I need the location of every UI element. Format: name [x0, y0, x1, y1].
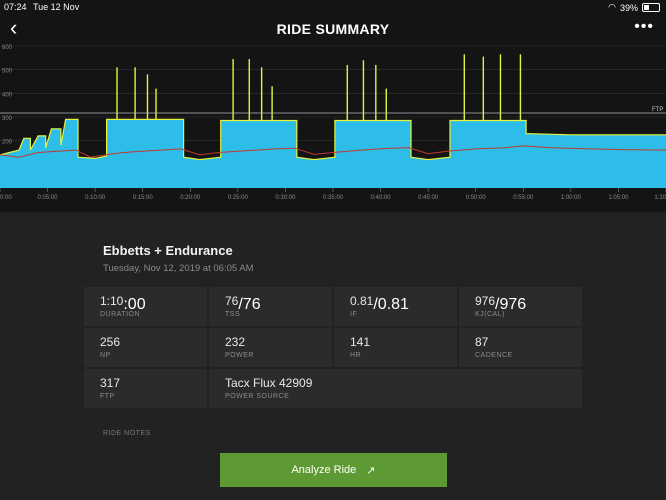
wifi-icon: ◠ — [608, 2, 616, 12]
ride-notes-label: RIDE NOTES — [103, 430, 151, 437]
x-tick-label: 0:15:00 — [133, 195, 154, 201]
x-tick-label: 1:10 — [654, 195, 666, 201]
metric-label: NP — [100, 352, 111, 359]
metric-label: IF — [350, 311, 358, 318]
metric-label: TSS — [225, 311, 241, 318]
metric-cadence: 87 CADENCE — [459, 328, 582, 367]
metric-label: POWER — [225, 352, 254, 359]
page-title: RIDE SUMMARY — [276, 21, 390, 37]
metrics-grid: 1:10:00 DURATION 76/76 TSS 0.81/0.81 IF 976/97… — [84, 287, 584, 408]
metric-label: FTP — [100, 393, 115, 400]
x-tick-label: 0:00 — [0, 195, 12, 201]
metric-label: DURATION — [100, 311, 141, 318]
x-tick-label: 0:20:00 — [180, 195, 201, 201]
metric-value: Tacx Flux 42909 — [225, 376, 313, 390]
battery-percent: 39% — [619, 2, 638, 13]
x-tick-label: 0:55:00 — [513, 195, 534, 201]
x-tick-label: 0:30:00 — [275, 195, 296, 201]
chevron-left-icon[interactable]: ‹ — [10, 15, 18, 40]
x-tick-label: 0:50:00 — [466, 195, 487, 201]
external-link-icon: ↗ — [366, 464, 376, 477]
power-area — [0, 119, 666, 188]
metric-tss: 76/76 TSS — [209, 287, 332, 326]
metric-value: 76 — [225, 294, 239, 308]
metric-np: 256 NP — [84, 328, 207, 367]
power-chart-svg: 600 500 400 300 200 FTP 0:00 0:05:00 0:10:00 0:15… — [0, 45, 666, 201]
metric-if: 0.81/0.81 IF — [334, 287, 457, 326]
metric-power-source: Tacx Flux 42909 POWER SOURCE — [209, 369, 582, 408]
metric-value: 1:10 — [100, 294, 124, 308]
x-tick-label: 1:05:00 — [608, 195, 629, 201]
metric-label: POWER SOURCE — [225, 393, 290, 400]
y-tick-label: 400 — [2, 92, 13, 98]
x-tick-label: 0:10:00 — [85, 195, 106, 201]
x-tick-label: 0:40:00 — [371, 195, 392, 201]
metric-value: 87 — [475, 335, 489, 349]
power-line — [0, 118, 666, 161]
ftp-label: FTP — [652, 107, 663, 113]
x-tick-label: 0:45:00 — [418, 195, 439, 201]
metric-value-secondary: /976 — [495, 296, 527, 313]
metric-value-secondary: /76 — [238, 296, 261, 313]
metric-value: 0.81 — [350, 294, 374, 308]
hr-line — [0, 145, 666, 158]
analyze-ride-label: Analyze Ride — [291, 464, 357, 476]
metric-value-secondary: :00 — [123, 296, 146, 313]
metric-value: 232 — [225, 335, 246, 349]
y-tick-label: 300 — [2, 116, 13, 122]
status-date: Tue 12 Nov — [33, 2, 80, 12]
metric-label: CADENCE — [475, 352, 513, 359]
status-time: 07:24 — [4, 2, 27, 12]
status-bar: 07:24 Tue 12 Nov ◠ 39% — [0, 0, 666, 14]
metric-ftp: 317 FTP — [84, 369, 207, 408]
more-horizontal-icon[interactable]: ••• — [634, 18, 654, 35]
metric-kj-cal: 976/976 kJ(Cal) — [459, 287, 582, 326]
analyze-ride-button[interactable]: Analyze Ride ↗ — [220, 453, 447, 487]
battery-fill — [644, 5, 650, 10]
x-tick-label: 0:35:00 — [323, 195, 344, 201]
ride-name: Ebbetts + Endurance — [103, 243, 233, 258]
metric-value: 141 — [350, 335, 371, 349]
metric-duration: 1:10:00 DURATION — [84, 287, 207, 326]
x-tick-label: 1:00:00 — [561, 195, 582, 201]
battery-icon — [642, 3, 660, 12]
y-tick-label: 600 — [2, 45, 13, 51]
status-right: ◠ 39% — [608, 2, 660, 13]
x-tick-label: 0:05:00 — [38, 195, 59, 201]
y-tick-label: 200 — [2, 140, 13, 146]
metric-value-secondary: /0.81 — [373, 296, 409, 313]
header: ‹ RIDE SUMMARY ••• — [0, 14, 666, 44]
metric-label: HR — [350, 352, 362, 359]
metric-value: 317 — [100, 376, 121, 390]
power-chart[interactable]: 600 500 400 300 200 FTP 0:00 0:05:00 0:10:00 0:15… — [0, 44, 666, 212]
x-tick-label: 0:25:00 — [228, 195, 249, 201]
y-tick-label: 500 — [2, 69, 13, 75]
metric-hr: 141 HR — [334, 328, 457, 367]
metric-value: 976 — [475, 294, 496, 308]
metric-power: 232 POWER — [209, 328, 332, 367]
ride-date: Tuesday, Nov 12, 2019 at 06:05 AM — [103, 263, 254, 274]
metric-value: 256 — [100, 335, 121, 349]
metric-label: kJ(Cal) — [475, 311, 505, 318]
